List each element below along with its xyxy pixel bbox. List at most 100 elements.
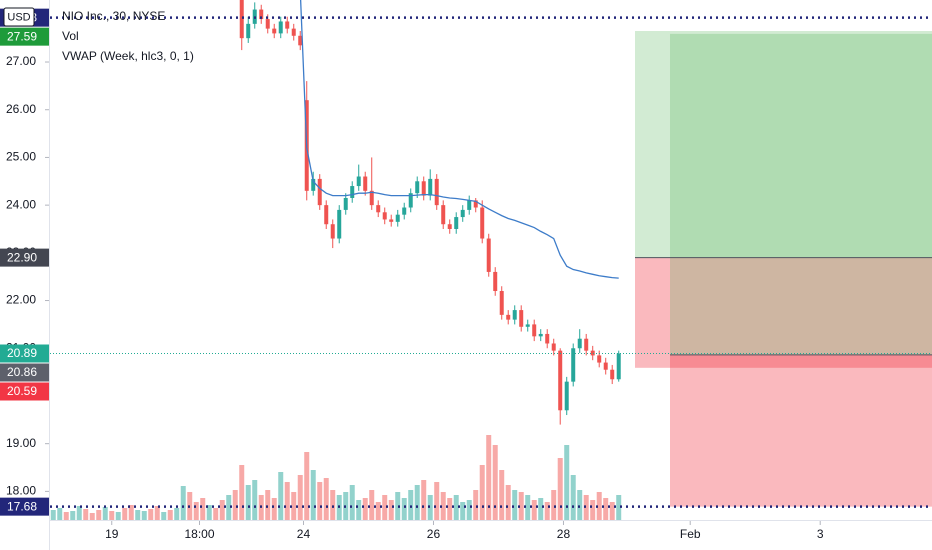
- candle-body: [441, 205, 446, 225]
- volume-bar: [538, 498, 544, 520]
- y-tick-label: 27.00: [6, 54, 36, 68]
- candle-body: [558, 350, 563, 411]
- candle-body: [525, 324, 530, 327]
- volume-bar: [544, 502, 550, 520]
- volume-bar: [616, 495, 622, 520]
- price-label-box: [0, 497, 49, 516]
- candle-body: [356, 176, 361, 187]
- legend-volume[interactable]: Vol: [62, 29, 79, 43]
- volume-bar: [291, 492, 297, 520]
- legend-vwap[interactable]: VWAP (Week, hlc3, 0, 1): [62, 49, 194, 63]
- candle-body: [447, 224, 452, 229]
- volume-bar: [219, 500, 225, 520]
- candle-body: [330, 224, 335, 239]
- volume-bar: [609, 502, 615, 520]
- candle-body: [577, 338, 582, 349]
- price-label-box: [0, 344, 49, 363]
- stop-zone: [635, 257, 932, 368]
- volume-bar: [180, 486, 186, 520]
- y-tick-label: 24.00: [6, 197, 36, 211]
- candle-body: [545, 333, 550, 344]
- volume-bar: [525, 495, 531, 520]
- candle-body: [486, 238, 491, 272]
- candle-body: [454, 217, 459, 229]
- candle-body: [402, 207, 407, 215]
- volume-bar: [499, 470, 505, 520]
- y-tick-label: 19.00: [6, 436, 36, 450]
- candle-body: [246, 23, 251, 39]
- price-label-box: [0, 27, 49, 46]
- volume-bar: [518, 492, 524, 520]
- candle-body: [597, 355, 602, 363]
- volume-bar: [76, 506, 82, 520]
- legend-title[interactable]: NIO Inc., 30, NYSE: [62, 9, 165, 23]
- candle-body: [298, 35, 303, 46]
- candle-body: [421, 181, 426, 196]
- candle-body: [480, 207, 485, 239]
- volume-bar: [603, 498, 609, 520]
- price-label-box: [0, 382, 49, 401]
- volume-bar: [239, 465, 245, 520]
- currency-label[interactable]: USD: [7, 11, 30, 23]
- volume-bar: [577, 490, 583, 520]
- volume-bar: [492, 445, 498, 520]
- y-tick-label: 26.00: [6, 102, 36, 116]
- volume-bar: [232, 490, 238, 520]
- volume-bar: [512, 490, 518, 520]
- candle-body: [616, 353, 621, 380]
- price-label: 20.86: [7, 365, 37, 379]
- x-tick-label: 19: [105, 527, 119, 541]
- volume-bar: [349, 485, 355, 520]
- target-zone: [635, 31, 932, 258]
- volume-bar: [460, 502, 466, 520]
- volume-bar: [161, 512, 167, 520]
- volume-bar: [271, 498, 277, 520]
- candle-body: [376, 205, 381, 213]
- volume-bar: [375, 502, 381, 520]
- volume-bar: [284, 482, 290, 520]
- volume-bar: [486, 435, 492, 520]
- volume-bar: [109, 511, 115, 520]
- volume-bar: [89, 513, 95, 520]
- candle-body: [272, 28, 277, 34]
- volume-bar: [564, 445, 570, 520]
- candle-body: [590, 350, 595, 356]
- volume-bar: [265, 490, 271, 520]
- y-tick-label: 25.00: [6, 150, 36, 164]
- volume-bar: [174, 508, 180, 520]
- candle-body: [363, 176, 368, 191]
- candle-body: [278, 21, 283, 34]
- volume-bar: [330, 490, 336, 520]
- volume-bar: [193, 502, 199, 520]
- candle-body: [460, 209, 465, 218]
- price-label: 27.59: [7, 29, 37, 43]
- volume-bar: [401, 498, 407, 520]
- candle-body: [350, 186, 355, 198]
- volume-bar: [57, 508, 63, 520]
- volume-bar: [369, 490, 375, 520]
- currency-box[interactable]: [3, 7, 35, 27]
- volume-bar: [102, 507, 108, 520]
- price-label: 17.68: [7, 499, 37, 513]
- volume-bar: [473, 490, 479, 520]
- volume-bar: [83, 509, 89, 520]
- volume-bar: [479, 465, 485, 520]
- volume-bar: [414, 485, 420, 520]
- volume-bar: [252, 480, 258, 520]
- volume-bar: [421, 480, 427, 520]
- volume-bar: [388, 500, 394, 520]
- x-tick-label: 18:00: [184, 527, 214, 541]
- price-label: 20.59: [7, 384, 37, 398]
- volume-bar: [551, 490, 557, 520]
- candle-body: [506, 314, 511, 320]
- candle-body: [382, 212, 387, 220]
- price-label-box: [0, 363, 49, 382]
- volume-bar: [395, 492, 401, 520]
- price-label: 22.90: [7, 250, 37, 264]
- volume-bar: [70, 511, 76, 520]
- target-zone: [670, 33, 932, 355]
- volume-bar: [466, 500, 472, 520]
- volume-bar: [583, 495, 589, 520]
- candle-body: [285, 21, 290, 29]
- volume-bar: [356, 500, 362, 520]
